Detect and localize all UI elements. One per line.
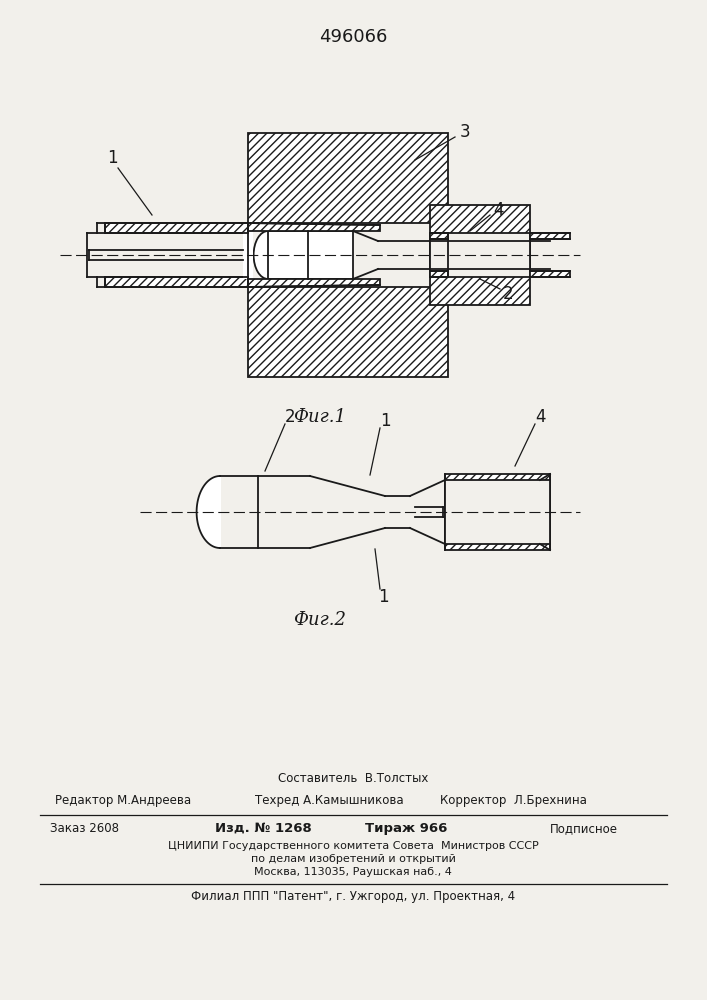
Bar: [248, 133, 448, 223]
Text: Подписное: Подписное: [550, 822, 618, 835]
Bar: [430, 233, 530, 277]
Bar: [430, 271, 448, 277]
Text: 1: 1: [378, 588, 388, 606]
Text: Фиг.1: Фиг.1: [293, 408, 346, 426]
Bar: [530, 233, 570, 239]
Bar: [243, 232, 253, 278]
Bar: [105, 277, 248, 287]
Text: Составитель  В.Толстых: Составитель В.Толстых: [278, 772, 428, 785]
Text: 4: 4: [534, 408, 545, 426]
Text: 496066: 496066: [319, 28, 387, 46]
Ellipse shape: [254, 231, 282, 279]
Text: Тираж 966: Тираж 966: [365, 822, 448, 835]
Text: Заказ 2608: Заказ 2608: [50, 822, 119, 835]
Text: Изд. № 1268: Изд. № 1268: [215, 822, 312, 835]
Text: 2: 2: [285, 408, 296, 426]
Text: ЦНИИПИ Государственного комитета Совета  Министров СССР: ЦНИИПИ Государственного комитета Совета …: [168, 841, 538, 851]
Text: по делам изобретений и открытий: по делам изобретений и открытий: [250, 854, 455, 864]
Text: 2: 2: [503, 285, 513, 303]
Text: Корректор  Л.Брехнина: Корректор Л.Брехнина: [440, 794, 587, 807]
Bar: [268, 231, 353, 279]
Text: 4: 4: [493, 201, 503, 219]
Text: Фиг.2: Фиг.2: [293, 611, 346, 629]
Bar: [430, 233, 448, 239]
Text: Москва, 113035, Раушская наб., 4: Москва, 113035, Раушская наб., 4: [254, 867, 452, 877]
Polygon shape: [248, 223, 380, 231]
Text: Редактор М.Андреева: Редактор М.Андреева: [55, 794, 191, 807]
Bar: [445, 474, 550, 550]
Bar: [430, 205, 530, 305]
Bar: [105, 223, 248, 233]
Polygon shape: [197, 476, 220, 548]
Text: 1: 1: [107, 149, 117, 167]
Bar: [530, 271, 570, 277]
Text: Филиал ППП "Патент", г. Ужгород, ул. Проектная, 4: Филиал ППП "Патент", г. Ужгород, ул. Про…: [191, 890, 515, 903]
Text: 1: 1: [380, 412, 390, 430]
Bar: [445, 480, 550, 544]
Polygon shape: [248, 279, 380, 287]
Text: Техред А.Камышникова: Техред А.Камышникова: [255, 794, 404, 807]
Bar: [248, 287, 448, 377]
Text: 3: 3: [460, 123, 471, 141]
